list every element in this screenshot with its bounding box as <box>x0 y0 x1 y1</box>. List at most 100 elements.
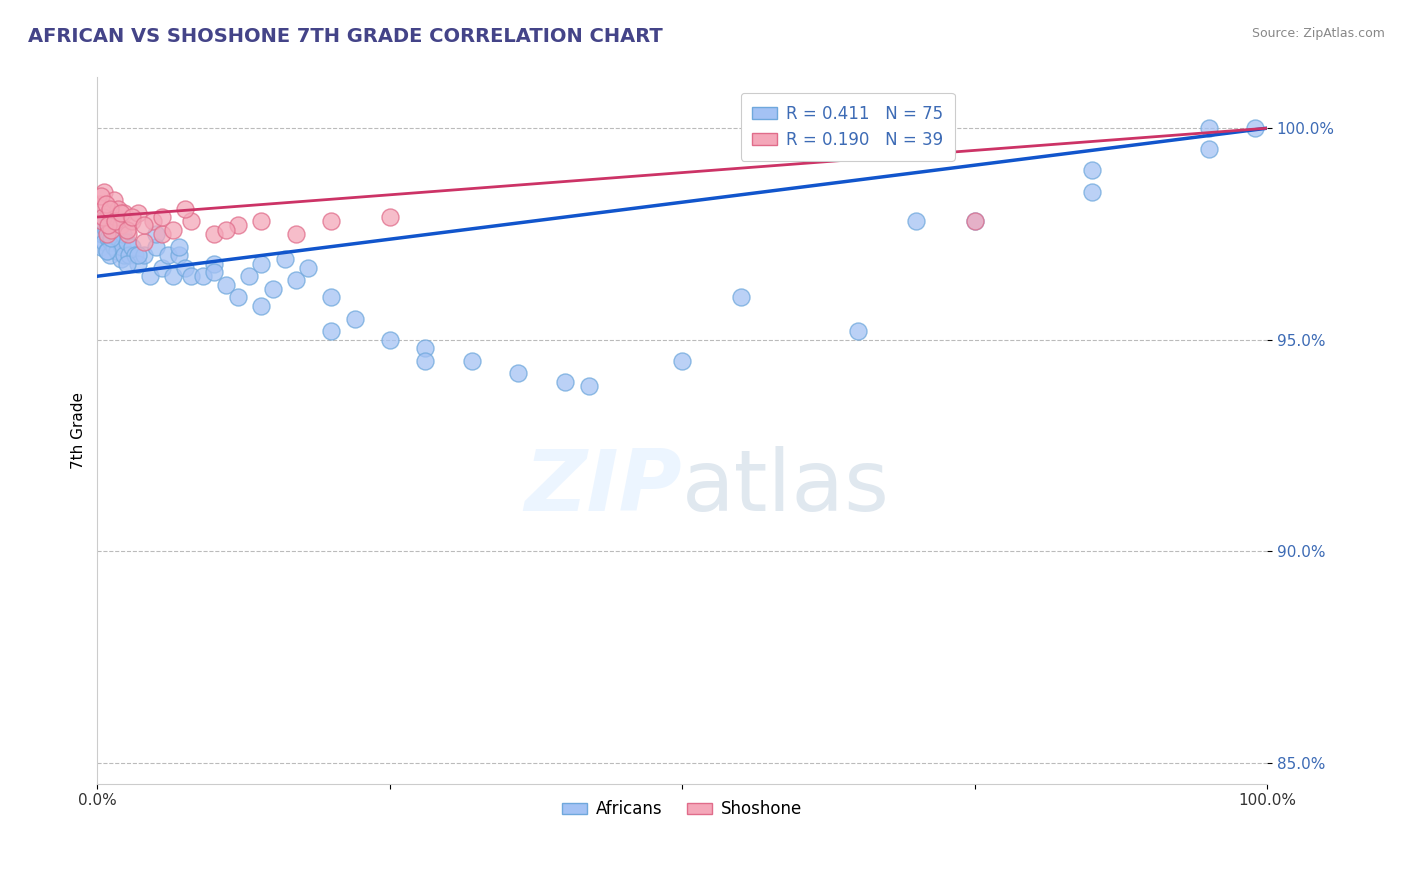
Point <box>1198 121 1220 136</box>
Point <box>121 239 143 253</box>
Point <box>273 252 295 267</box>
Point <box>145 227 167 241</box>
Point <box>167 248 190 262</box>
Point <box>150 210 173 224</box>
Point <box>202 227 225 241</box>
Point <box>378 333 401 347</box>
Point <box>578 379 600 393</box>
Point <box>226 290 249 304</box>
Point <box>105 214 128 228</box>
Point <box>250 256 273 270</box>
Point <box>91 210 114 224</box>
Point <box>94 223 117 237</box>
Point <box>145 239 167 253</box>
Point <box>107 214 129 228</box>
Point <box>91 214 114 228</box>
Point <box>118 248 141 262</box>
Point <box>98 248 121 262</box>
Point <box>89 197 111 211</box>
Point <box>103 193 125 207</box>
Point <box>202 265 225 279</box>
Point <box>378 210 401 224</box>
Text: AFRICAN VS SHOSHONE 7TH GRADE CORRELATION CHART: AFRICAN VS SHOSHONE 7TH GRADE CORRELATIO… <box>28 27 662 45</box>
Point <box>127 248 149 262</box>
Point <box>117 227 139 241</box>
Point <box>1080 185 1102 199</box>
Point <box>1244 121 1267 136</box>
Point <box>112 206 135 220</box>
Point <box>905 214 928 228</box>
Text: atlas: atlas <box>682 446 890 529</box>
Point <box>104 214 127 228</box>
Point <box>191 269 214 284</box>
Point <box>90 239 112 253</box>
Point <box>250 299 273 313</box>
Point <box>321 214 343 228</box>
Point <box>98 202 121 216</box>
Point <box>121 210 143 224</box>
Point <box>93 185 115 199</box>
Point <box>134 248 156 262</box>
Point <box>110 252 132 267</box>
Point <box>104 227 127 241</box>
Point <box>110 219 132 233</box>
Point <box>107 231 129 245</box>
Point <box>115 223 138 237</box>
Point <box>297 260 319 275</box>
Point <box>112 227 135 241</box>
Point <box>174 260 197 275</box>
Point <box>226 219 249 233</box>
Point <box>142 214 165 228</box>
Point <box>963 214 986 228</box>
Point <box>250 214 273 228</box>
Point <box>285 273 308 287</box>
Point <box>112 248 135 262</box>
Point <box>150 227 173 241</box>
Point <box>1198 142 1220 156</box>
Point <box>127 206 149 220</box>
Point <box>97 231 120 245</box>
Point <box>96 227 118 241</box>
Point <box>215 223 238 237</box>
Point <box>110 206 132 220</box>
Point <box>262 282 284 296</box>
Point <box>90 189 112 203</box>
Point <box>963 214 986 228</box>
Point <box>101 223 124 237</box>
Point <box>285 227 308 241</box>
Point <box>134 235 156 250</box>
Point <box>96 244 118 258</box>
Point <box>162 269 184 284</box>
Legend: Africans, Shoshone: Africans, Shoshone <box>555 794 808 825</box>
Point <box>180 269 202 284</box>
Text: Source: ZipAtlas.com: Source: ZipAtlas.com <box>1251 27 1385 40</box>
Point <box>730 290 752 304</box>
Point <box>107 202 129 216</box>
Point <box>91 214 114 228</box>
Point <box>100 223 122 237</box>
Point <box>413 353 436 368</box>
Point <box>413 341 436 355</box>
Point <box>174 202 197 216</box>
Point <box>100 235 122 250</box>
Point <box>96 244 118 258</box>
Point <box>105 210 128 224</box>
Point <box>91 210 114 224</box>
Point <box>156 248 179 262</box>
Point <box>215 277 238 292</box>
Point <box>124 248 146 262</box>
Point <box>134 219 156 233</box>
Point <box>100 231 122 245</box>
Point <box>94 197 117 211</box>
Point <box>98 219 121 233</box>
Point <box>321 324 343 338</box>
Y-axis label: 7th Grade: 7th Grade <box>72 392 86 469</box>
Point <box>162 223 184 237</box>
Point <box>139 269 162 284</box>
Point <box>238 269 260 284</box>
Point <box>202 256 225 270</box>
Point <box>108 219 131 233</box>
Point <box>103 239 125 253</box>
Point <box>150 260 173 275</box>
Point <box>111 239 134 253</box>
